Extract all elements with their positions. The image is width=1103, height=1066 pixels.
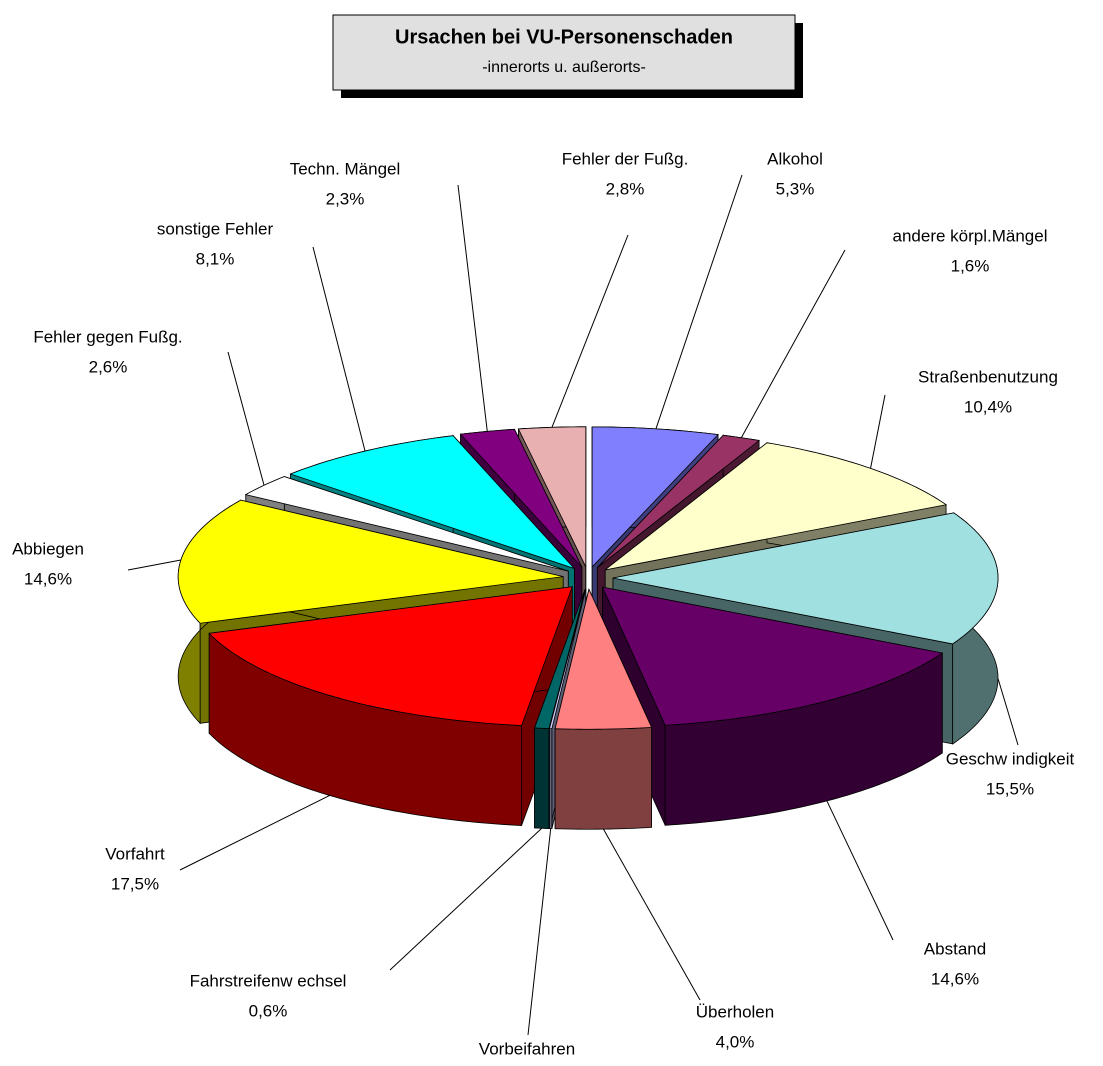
slice-value-label: 14,6%: [931, 969, 979, 988]
slice: [548, 589, 587, 730]
slice-value-label: 15,5%: [986, 779, 1034, 798]
slice-label: Überholen: [696, 1002, 774, 1021]
slice-value-label: 4,0%: [716, 1032, 755, 1051]
slice: [244, 476, 569, 572]
slice-value-label: 10,4%: [964, 397, 1012, 416]
slice-label: Fahrstreifenw echsel: [190, 971, 347, 990]
slice-label: Techn. Mängel: [290, 159, 401, 178]
slice-label: sonstige Fehler: [157, 219, 274, 238]
leader-line: [389, 827, 543, 971]
leader-line: [603, 828, 701, 1001]
leader-line: [826, 800, 894, 941]
leader-line: [551, 234, 629, 428]
chart-subtitle: -innerorts u. außerorts-: [482, 59, 646, 76]
leader-line: [655, 174, 743, 430]
slice-label: Fehler gegen Fußg.: [33, 327, 182, 346]
slice-value-label: 5,3%: [776, 179, 815, 198]
slice-label: Straßenbenutzung: [918, 367, 1058, 386]
leader-line: [312, 246, 366, 452]
slice-value-label: 17,5%: [111, 874, 159, 893]
slice-value-label: 14,6%: [24, 569, 72, 588]
leader-line: [227, 351, 265, 486]
leader-line: [527, 828, 552, 1036]
leader-line: [179, 794, 330, 871]
slice-wall: [554, 726, 652, 830]
slice: [289, 435, 576, 570]
slice-value-label: 2,8%: [606, 179, 645, 198]
slice: [554, 588, 653, 730]
slice-value-label: 2,3%: [326, 189, 365, 208]
slice: [597, 434, 761, 568]
slice-label: Alkohol: [767, 149, 823, 168]
slice-label: Fehler der Fußg.: [562, 149, 689, 168]
slice-label: Geschw indigkeit: [946, 749, 1075, 768]
labels: Alkohol 5,3% andere körpl.Mängel 1,6% Straße…: [12, 149, 1075, 1058]
slice-label: Abstand: [924, 939, 986, 958]
slice-label: Vorfahrt: [105, 844, 165, 863]
slice-value-label: 2,6%: [89, 357, 128, 376]
leader-line: [127, 559, 182, 571]
title-box: [332, 14, 796, 91]
chart-title: Ursachen bei VU-Personenschaden: [395, 26, 733, 48]
slice-label: andere körpl.Mängel: [893, 226, 1048, 245]
slice: [517, 426, 587, 567]
slice: [533, 589, 586, 729]
leader-line: [457, 184, 488, 432]
leader-line: [740, 249, 846, 438]
slice: [459, 428, 583, 568]
slice-wall: [534, 727, 550, 829]
leader-line: [870, 394, 886, 469]
slice: [601, 586, 944, 726]
slice-value-label: 8,1%: [196, 249, 235, 268]
slice-value-label: 0,6%: [249, 1001, 288, 1020]
slice: [591, 426, 719, 568]
slice-tops: [177, 426, 999, 730]
slice: [208, 586, 573, 726]
slice-value-label: 1,6%: [951, 256, 990, 275]
slice-wall: [549, 728, 553, 830]
slice: [612, 512, 999, 645]
slice-label: Vorbeifahren: [479, 1039, 575, 1058]
slice-label: Abbiegen: [12, 539, 84, 558]
leader-line: [997, 678, 1019, 746]
